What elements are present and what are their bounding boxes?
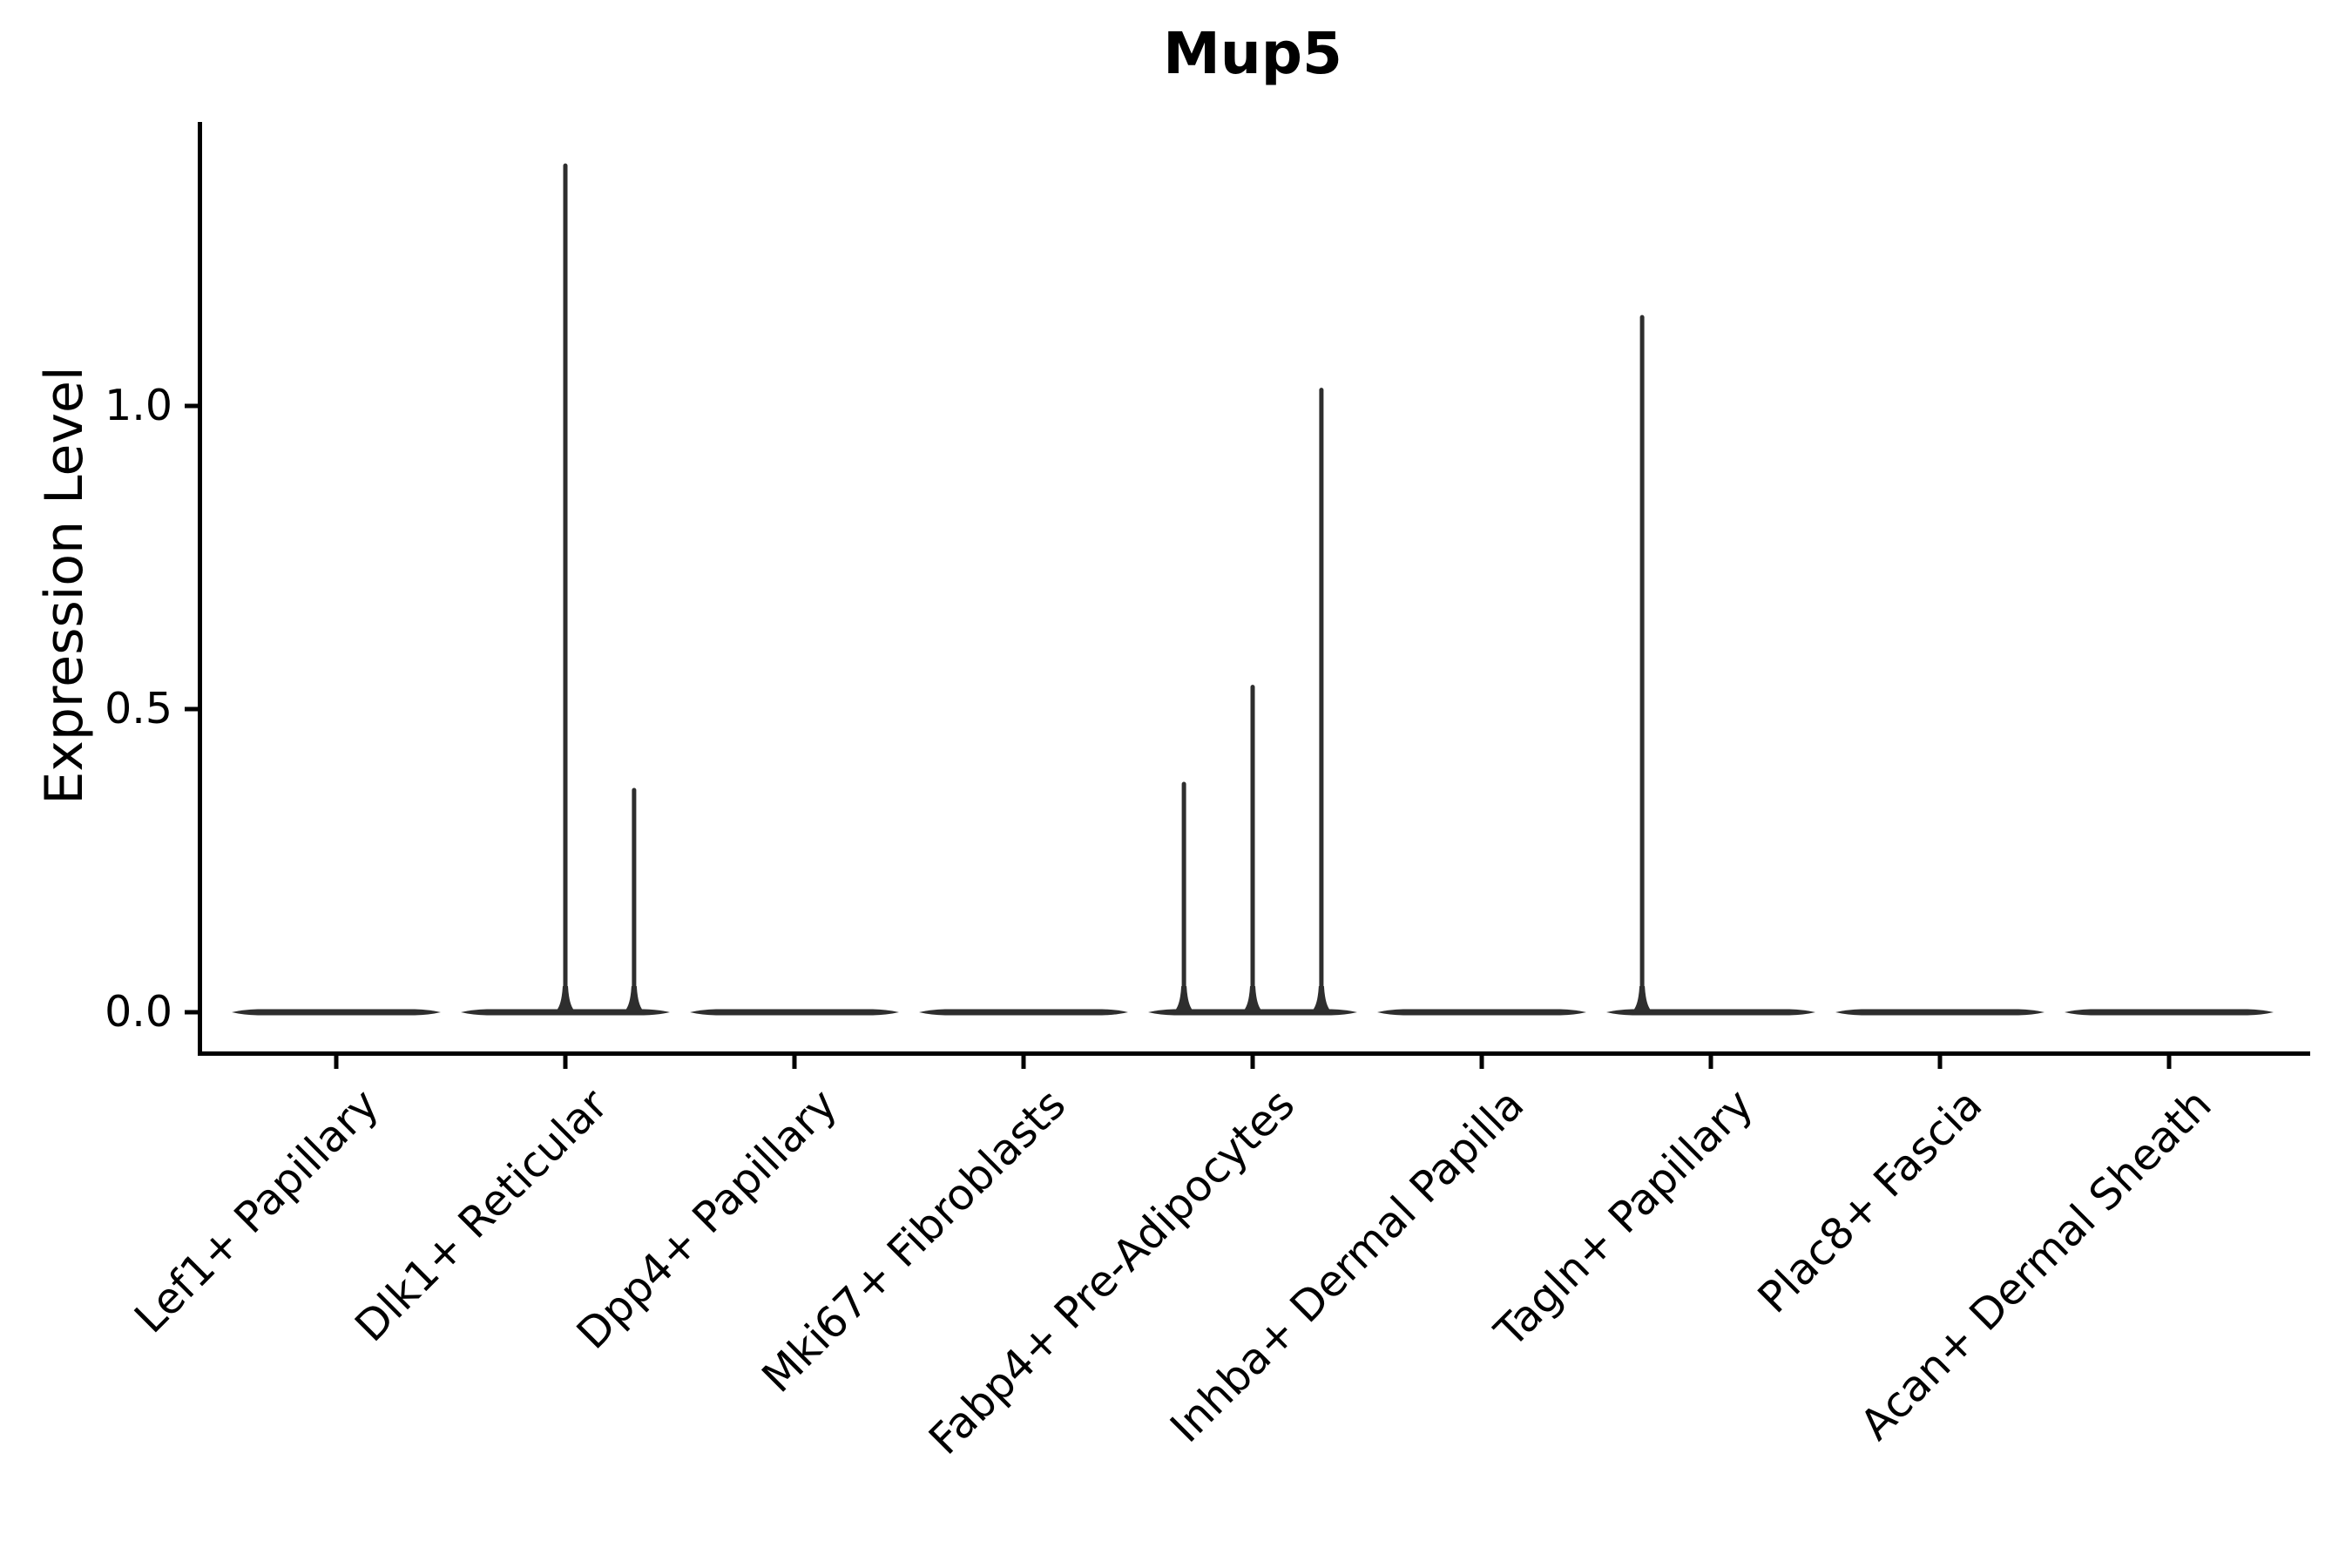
x-tick-mark: [334, 1056, 339, 1069]
x-tick-mark: [2166, 1056, 2172, 1069]
violin-body: [690, 1009, 899, 1016]
y-axis-spine: [198, 122, 202, 1056]
violin-spike: [563, 163, 568, 1013]
y-tick-label: 0.0: [105, 987, 172, 1037]
violin-body: [919, 1009, 1128, 1016]
violin-spike: [1639, 314, 1645, 1013]
violin-spike: [632, 787, 637, 1012]
violin-body: [1606, 1009, 1815, 1016]
x-axis-spine: [198, 1051, 2310, 1056]
violin-body: [2065, 1009, 2274, 1016]
x-tick-mark: [792, 1056, 797, 1069]
y-tick-mark: [185, 403, 198, 409]
y-tick-label: 1.0: [105, 381, 172, 430]
y-tick-mark: [185, 706, 198, 712]
x-tick-mark: [1708, 1056, 1713, 1069]
y-tick-label: 0.5: [105, 684, 172, 733]
violin-body: [1835, 1009, 2044, 1016]
violin-spike: [1181, 781, 1186, 1012]
x-tick-mark: [1250, 1056, 1255, 1069]
x-tick-mark: [1479, 1056, 1484, 1069]
violin-body: [232, 1009, 441, 1016]
y-tick-mark: [185, 1010, 198, 1015]
violin-body: [1377, 1009, 1586, 1016]
violin-spike: [1250, 685, 1255, 1012]
x-tick-mark: [1021, 1056, 1026, 1069]
violin-spike: [1319, 388, 1324, 1012]
x-tick-mark: [1937, 1056, 1943, 1069]
chart-title: Mup5: [1163, 20, 1342, 87]
x-tick-mark: [563, 1056, 568, 1069]
